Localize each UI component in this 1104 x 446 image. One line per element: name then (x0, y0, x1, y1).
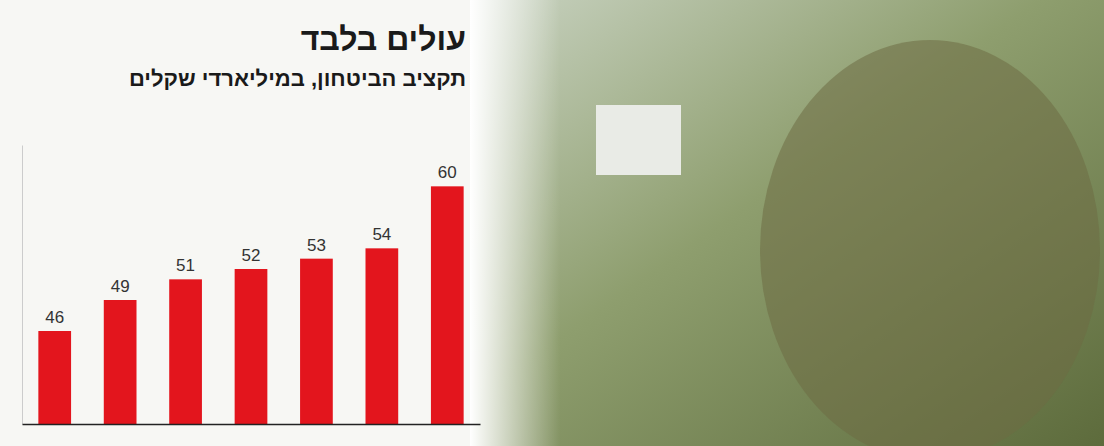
bar (38, 331, 71, 424)
data-label: 51 (176, 256, 195, 275)
data-label: 60 (438, 163, 457, 182)
subtitle: תקציב הביטחון, במיליארדי שקלים (129, 66, 466, 91)
bar (431, 186, 464, 424)
photo-soldier (760, 40, 1100, 446)
data-label: 46 (45, 308, 64, 327)
bars (38, 186, 463, 424)
bar (235, 269, 268, 424)
y-axis (22, 146, 23, 425)
bar (366, 248, 399, 424)
photo-building (596, 105, 681, 175)
x-axis (23, 424, 481, 425)
bar (300, 259, 333, 424)
data-label: 49 (111, 277, 130, 296)
data-label: 54 (372, 225, 391, 244)
data-labels: 46 49 51 52 53 54 60 (45, 163, 456, 327)
title: עולים בלבד (301, 21, 466, 57)
bar (169, 279, 202, 424)
y-axis-line (22, 146, 23, 425)
data-label: 53 (307, 236, 326, 255)
photo-fade (470, 0, 560, 446)
bar (104, 300, 137, 424)
x-axis-line (23, 424, 481, 426)
data-label: 52 (242, 246, 261, 265)
